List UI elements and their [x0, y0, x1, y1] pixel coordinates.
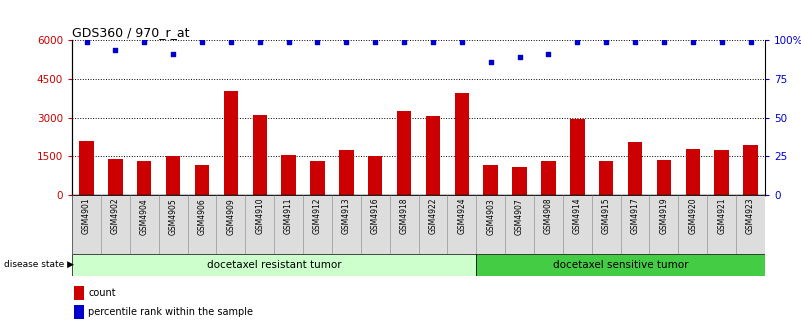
Text: count: count — [88, 288, 115, 298]
Bar — [310, 161, 324, 195]
Point — [629, 39, 642, 45]
Point — [224, 39, 237, 45]
Point — [686, 39, 699, 45]
Point — [600, 39, 613, 45]
Bar — [74, 305, 84, 319]
Text: GSM4916: GSM4916 — [371, 198, 380, 235]
Point — [109, 47, 122, 52]
Text: docetaxel resistant tumor: docetaxel resistant tumor — [207, 260, 341, 269]
Text: GSM4918: GSM4918 — [400, 198, 409, 234]
Text: GDS360 / 970_r_at: GDS360 / 970_r_at — [72, 26, 190, 39]
Bar — [541, 161, 556, 195]
Text: GSM4917: GSM4917 — [630, 198, 639, 235]
Text: GSM4920: GSM4920 — [688, 198, 698, 235]
Bar — [686, 149, 700, 195]
Point — [311, 39, 324, 45]
Text: GSM4905: GSM4905 — [169, 198, 178, 235]
Point — [397, 39, 410, 45]
Point — [167, 51, 179, 57]
Bar — [743, 145, 758, 195]
Text: GSM4903: GSM4903 — [486, 198, 495, 235]
Bar — [339, 150, 353, 195]
Text: GSM4907: GSM4907 — [515, 198, 524, 235]
Point — [485, 59, 497, 65]
Text: GSM4911: GSM4911 — [284, 198, 293, 234]
Bar — [628, 142, 642, 195]
Point — [138, 39, 151, 45]
Point — [715, 39, 728, 45]
Bar — [137, 161, 151, 195]
Text: GSM4914: GSM4914 — [573, 198, 582, 235]
Text: percentile rank within the sample: percentile rank within the sample — [88, 307, 253, 317]
Bar — [455, 93, 469, 195]
Bar — [570, 119, 585, 195]
Bar — [396, 111, 411, 195]
Bar — [368, 156, 382, 195]
Point — [340, 39, 352, 45]
Text: GSM4904: GSM4904 — [139, 198, 149, 235]
Text: GSM4923: GSM4923 — [746, 198, 755, 235]
Bar — [657, 160, 671, 195]
Text: GSM4902: GSM4902 — [111, 198, 120, 235]
Point — [427, 39, 440, 45]
Text: GSM4921: GSM4921 — [717, 198, 727, 234]
Point — [513, 55, 526, 60]
Text: GSM4912: GSM4912 — [313, 198, 322, 234]
Point — [195, 39, 208, 45]
Text: docetaxel sensitive tumor: docetaxel sensitive tumor — [553, 260, 688, 269]
Point — [542, 51, 555, 57]
Bar — [281, 155, 296, 195]
Point — [80, 39, 93, 45]
Text: GSM4906: GSM4906 — [198, 198, 207, 235]
Point — [658, 39, 670, 45]
Point — [368, 39, 381, 45]
Bar — [195, 165, 209, 195]
Bar — [166, 156, 180, 195]
Point — [571, 39, 584, 45]
Text: GSM4922: GSM4922 — [429, 198, 437, 234]
Point — [282, 39, 295, 45]
Bar — [72, 254, 477, 276]
Bar — [223, 91, 238, 195]
Text: GSM4901: GSM4901 — [82, 198, 91, 235]
Text: GSM4910: GSM4910 — [256, 198, 264, 235]
Bar — [484, 165, 498, 195]
Text: GSM4913: GSM4913 — [342, 198, 351, 235]
Text: GSM4908: GSM4908 — [544, 198, 553, 235]
Bar — [108, 159, 123, 195]
Text: GSM4924: GSM4924 — [457, 198, 466, 235]
Bar — [79, 141, 94, 195]
Bar — [74, 286, 84, 300]
Bar — [513, 167, 527, 195]
Bar — [426, 116, 441, 195]
Text: GSM4919: GSM4919 — [659, 198, 668, 235]
Text: disease state ▶: disease state ▶ — [4, 260, 74, 269]
Bar — [599, 161, 614, 195]
Text: GSM4909: GSM4909 — [227, 198, 235, 235]
Point — [744, 39, 757, 45]
Point — [456, 39, 469, 45]
Point — [253, 39, 266, 45]
Bar — [714, 150, 729, 195]
Bar — [252, 115, 267, 195]
Bar — [477, 254, 765, 276]
Text: GSM4915: GSM4915 — [602, 198, 610, 235]
